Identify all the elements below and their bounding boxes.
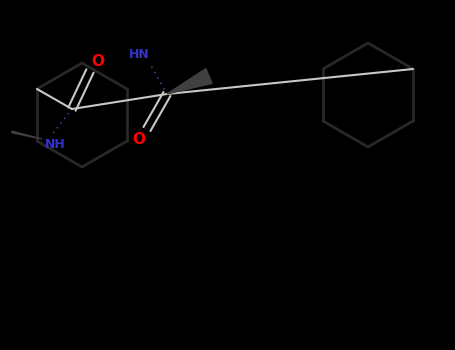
Polygon shape [12,131,42,139]
Text: O: O [132,132,146,147]
Text: O: O [91,54,105,69]
Text: HN: HN [129,48,149,61]
Polygon shape [167,69,212,94]
Text: NH: NH [45,139,66,152]
